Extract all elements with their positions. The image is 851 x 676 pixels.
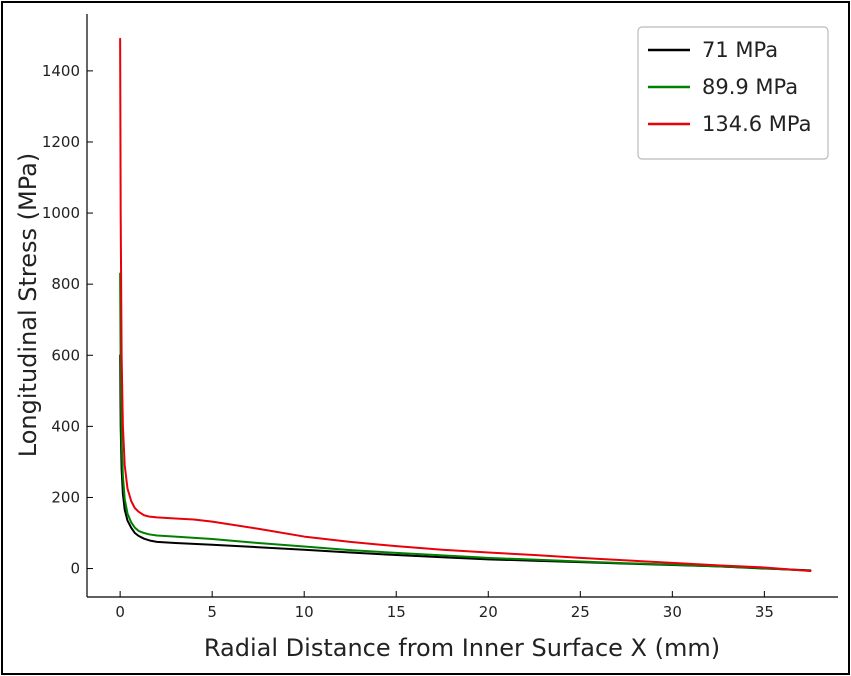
x-tick-label: 0 — [115, 603, 125, 621]
y-tick-label: 1400 — [42, 62, 80, 80]
y-tick-label: 800 — [51, 275, 80, 293]
y-tick-label: 200 — [51, 488, 80, 506]
legend-label: 71 MPa — [702, 38, 778, 62]
x-tick-label: 25 — [571, 603, 590, 621]
y-axis-title: Longitudinal Stress (MPa) — [14, 153, 42, 457]
x-axis-title: Radial Distance from Inner Surface X (mm… — [204, 634, 720, 662]
x-tick-label: 20 — [479, 603, 498, 621]
x-axis: 0 5 10 15 20 25 30 35 — [115, 591, 774, 621]
y-tick-label: 1200 — [42, 133, 80, 151]
x-tick-label: 30 — [663, 603, 682, 621]
x-tick-label: 5 — [207, 603, 217, 621]
x-tick-label: 10 — [295, 603, 314, 621]
y-axis: 0 200 400 600 800 1000 1200 1400 — [42, 62, 93, 578]
x-tick-label: 35 — [755, 603, 774, 621]
legend-label: 89.9 MPa — [702, 75, 798, 99]
series-line-1 — [119, 354, 812, 572]
series-line-2 — [119, 272, 812, 572]
x-tick-label: 15 — [387, 603, 406, 621]
series-line-3 — [119, 37, 812, 573]
y-tick-label: 0 — [70, 560, 80, 578]
series-layer — [119, 37, 812, 573]
legend: 71 MPa 89.9 MPa 134.6 MPa — [637, 26, 829, 160]
legend-label: 134.6 MPa — [702, 112, 812, 136]
y-tick-label: 600 — [51, 346, 80, 364]
y-tick-label: 400 — [51, 417, 80, 435]
legend-box — [637, 26, 829, 160]
y-tick-label: 1000 — [42, 204, 80, 222]
